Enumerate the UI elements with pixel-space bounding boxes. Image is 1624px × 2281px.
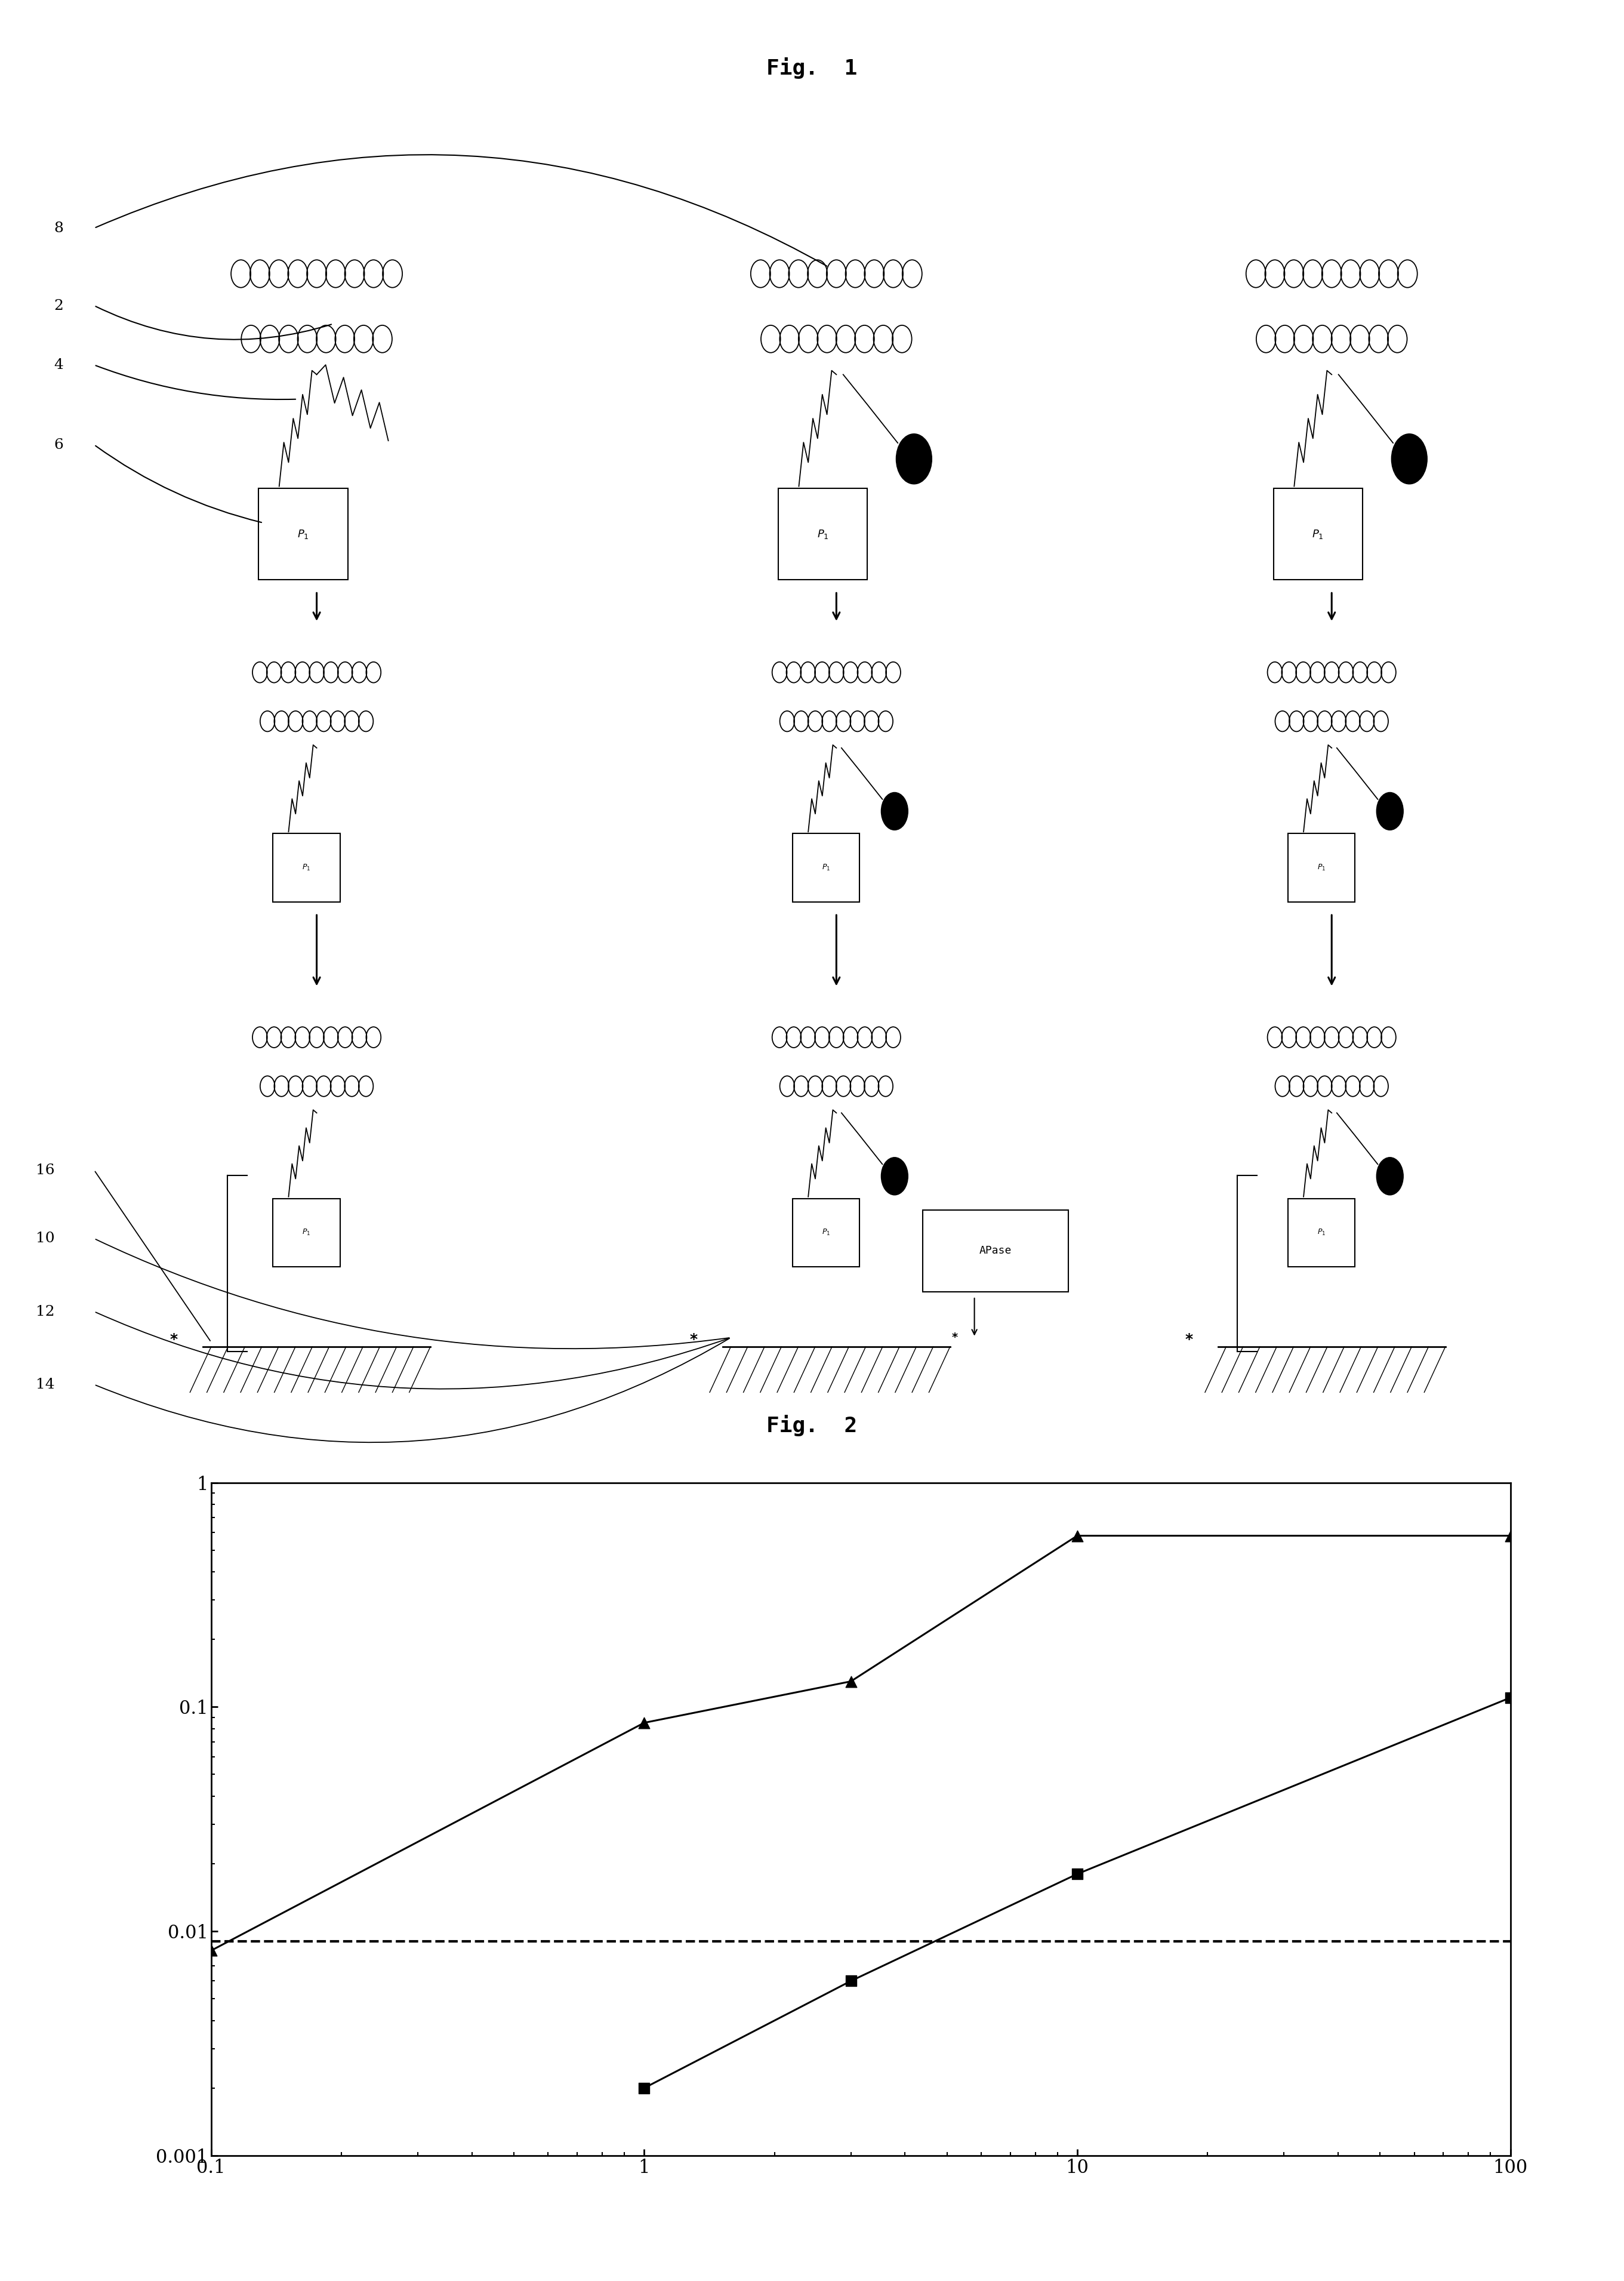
Text: 12: 12 [36,1305,55,1318]
Point [198,1932,224,1969]
Text: $P_1$: $P_1$ [297,529,309,541]
Circle shape [1377,792,1403,830]
Bar [1288,1198,1354,1266]
Text: *: * [171,1332,177,1348]
Text: $P_1$: $P_1$ [1312,529,1324,541]
Bar [793,833,859,901]
Point [632,2069,658,2105]
Text: 8: 8 [54,221,63,235]
Text: 10: 10 [36,1232,55,1245]
Bar [1273,488,1363,579]
Point [1497,1517,1523,1553]
Text: $P_1$: $P_1$ [1317,1227,1325,1236]
Circle shape [896,433,932,484]
Text: 4: 4 [54,358,63,372]
Bar [273,833,339,901]
Point [1064,1517,1090,1553]
Bar [793,1198,859,1266]
Circle shape [1377,1156,1403,1195]
Bar [778,488,867,579]
Point [838,1962,864,1998]
Bar [258,488,348,579]
Text: 14: 14 [36,1378,55,1391]
Point [838,1663,864,1699]
Bar [922,1209,1069,1291]
Text: 6: 6 [54,438,63,452]
Bar [273,1198,339,1266]
Circle shape [1392,433,1427,484]
Text: $P_1$: $P_1$ [822,862,830,871]
Circle shape [882,1156,908,1195]
Text: 2: 2 [54,299,63,312]
Text: APase: APase [979,1245,1012,1257]
Text: $P_1$: $P_1$ [302,1227,310,1236]
Text: 16: 16 [36,1163,55,1177]
Text: $P_1$: $P_1$ [822,1227,830,1236]
Text: $P_1$: $P_1$ [302,862,310,871]
Point [1064,1857,1090,1893]
Text: *: * [952,1332,958,1344]
Text: Fig.  2: Fig. 2 [767,1414,857,1437]
Text: *: * [690,1332,697,1348]
Bar [1288,833,1354,901]
Point [632,1704,658,1740]
Text: Fig.  1: Fig. 1 [767,57,857,78]
Point [1497,1679,1523,1715]
Text: $P_1$: $P_1$ [817,529,828,541]
Text: *: * [1186,1332,1192,1348]
Text: $P_1$: $P_1$ [1317,862,1325,871]
Circle shape [882,792,908,830]
